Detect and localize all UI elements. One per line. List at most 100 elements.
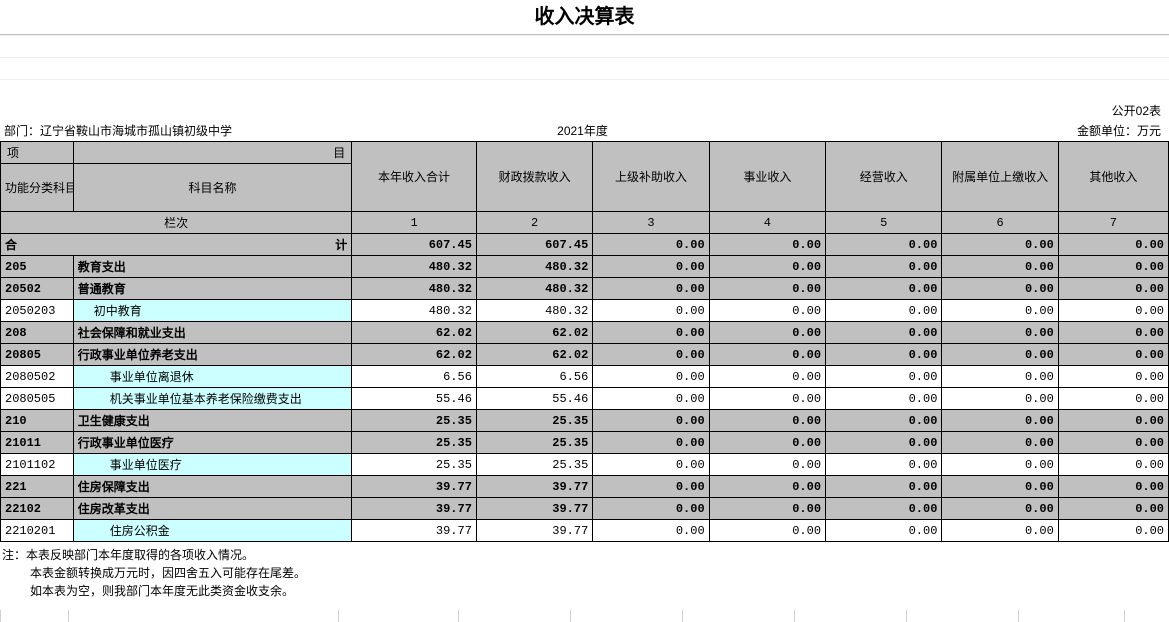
page-title: 收入决算表 <box>0 0 1169 35</box>
sum-label-2: 计 <box>73 234 351 256</box>
sum-v5: 0.00 <box>826 234 942 256</box>
table-row: 221住房保障支出39.7739.770.000.000.000.000.00 <box>1 476 1169 498</box>
sum-v3: 0.00 <box>593 234 709 256</box>
gridlines-stub <box>0 610 1169 622</box>
row-value: 0.00 <box>826 366 942 388</box>
row-code: 2080502 <box>1 366 74 388</box>
sum-v6: 0.00 <box>942 234 1058 256</box>
table-row: 208社会保障和就业支出62.0262.020.000.000.000.000.… <box>1 322 1169 344</box>
row-name: 住房公积金 <box>73 520 351 542</box>
lanci-2: 2 <box>476 212 592 234</box>
row-code: 210 <box>1 410 74 432</box>
table-row: 20805行政事业单位养老支出62.0262.020.000.000.000.0… <box>1 344 1169 366</box>
row-code: 208 <box>1 322 74 344</box>
row-value: 0.00 <box>709 432 825 454</box>
row-value: 0.00 <box>709 322 825 344</box>
table-row: 205教育支出480.32480.320.000.000.000.000.00 <box>1 256 1169 278</box>
row-value: 0.00 <box>942 520 1058 542</box>
row-value: 0.00 <box>593 454 709 476</box>
row-value: 0.00 <box>593 278 709 300</box>
row-value: 0.00 <box>1058 476 1168 498</box>
row-value: 0.00 <box>942 432 1058 454</box>
row-value: 0.00 <box>942 278 1058 300</box>
row-code: 20502 <box>1 278 74 300</box>
lanci-3: 3 <box>593 212 709 234</box>
hdr-code: 功能分类科目编码 <box>1 164 74 212</box>
row-name: 事业单位离退休 <box>73 366 351 388</box>
row-value: 0.00 <box>942 410 1058 432</box>
row-value: 0.00 <box>1058 388 1168 410</box>
row-code: 21011 <box>1 432 74 454</box>
row-value: 55.46 <box>476 388 592 410</box>
row-value: 0.00 <box>942 344 1058 366</box>
row-value: 0.00 <box>1058 410 1168 432</box>
spacer <box>0 79 1169 101</box>
row-value: 480.32 <box>352 278 477 300</box>
table-row: 22102住房改革支出39.7739.770.000.000.000.000.0… <box>1 498 1169 520</box>
row-value: 480.32 <box>352 256 477 278</box>
row-value: 0.00 <box>1058 278 1168 300</box>
spacer <box>0 57 1169 79</box>
row-value: 0.00 <box>1058 454 1168 476</box>
hdr-col-6: 附属单位上缴收入 <box>942 142 1058 212</box>
note-1: 注：本表反映部门本年度取得的各项收入情况。 <box>2 546 1167 564</box>
row-value: 55.46 <box>352 388 477 410</box>
hdr-col-3: 上级补助收入 <box>593 142 709 212</box>
hdr-col-2: 财政拨款收入 <box>476 142 592 212</box>
note-3: 如本表为空，则我部门本年度无此类资金收支余。 <box>2 582 1167 600</box>
row-value: 0.00 <box>1058 520 1168 542</box>
hdr-col-7: 其他收入 <box>1058 142 1168 212</box>
row-name: 行政事业单位养老支出 <box>73 344 351 366</box>
row-value: 0.00 <box>826 410 942 432</box>
row-value: 62.02 <box>476 344 592 366</box>
row-value: 39.77 <box>352 520 477 542</box>
row-value: 0.00 <box>826 520 942 542</box>
row-value: 0.00 <box>826 454 942 476</box>
row-value: 0.00 <box>1058 366 1168 388</box>
table-row: 2080502事业单位离退休6.566.560.000.000.000.000.… <box>1 366 1169 388</box>
row-value: 0.00 <box>709 410 825 432</box>
dept-name: 辽宁省鞍山市海城市孤山镇初级中学 <box>40 124 232 138</box>
row-value: 0.00 <box>593 300 709 322</box>
row-name: 社会保障和就业支出 <box>73 322 351 344</box>
row-value: 39.77 <box>476 476 592 498</box>
row-name: 初中教育 <box>73 300 351 322</box>
row-value: 0.00 <box>826 344 942 366</box>
row-value: 0.00 <box>826 256 942 278</box>
row-value: 0.00 <box>709 278 825 300</box>
row-value: 0.00 <box>1058 256 1168 278</box>
row-value: 0.00 <box>709 366 825 388</box>
row-value: 0.00 <box>942 366 1058 388</box>
row-value: 25.35 <box>352 432 477 454</box>
hdr-col-4: 事业收入 <box>709 142 825 212</box>
lanci-4: 4 <box>709 212 825 234</box>
row-name: 普通教育 <box>73 278 351 300</box>
table-row: 21011行政事业单位医疗25.3525.350.000.000.000.000… <box>1 432 1169 454</box>
notes: 注：本表反映部门本年度取得的各项收入情况。 本表金额转换成万元时，因四舍五入可能… <box>0 542 1169 610</box>
table-row: 2050203初中教育480.32480.320.000.000.000.000… <box>1 300 1169 322</box>
row-value: 0.00 <box>826 432 942 454</box>
row-value: 0.00 <box>709 388 825 410</box>
row-value: 62.02 <box>352 322 477 344</box>
row-name: 机关事业单位基本养老保险缴费支出 <box>73 388 351 410</box>
budget-table: 项 目 本年收入合计 财政拨款收入 上级补助收入 事业收入 经营收入 附属单位上… <box>0 141 1169 542</box>
row-value: 0.00 <box>942 322 1058 344</box>
table-row: 210卫生健康支出25.3525.350.000.000.000.000.00 <box>1 410 1169 432</box>
hdr-proj: 项 <box>1 142 74 164</box>
hdr-name: 科目名称 <box>73 164 351 212</box>
row-value: 0.00 <box>709 476 825 498</box>
row-code: 20805 <box>1 344 74 366</box>
table-row: 2210201住房公积金39.7739.770.000.000.000.000.… <box>1 520 1169 542</box>
row-value: 0.00 <box>593 520 709 542</box>
row-name: 住房改革支出 <box>73 498 351 520</box>
row-value: 0.00 <box>826 278 942 300</box>
row-value: 0.00 <box>826 388 942 410</box>
row-value: 0.00 <box>593 322 709 344</box>
row-value: 25.35 <box>352 454 477 476</box>
row-value: 0.00 <box>593 366 709 388</box>
row-value: 39.77 <box>352 498 477 520</box>
row-value: 25.35 <box>476 454 592 476</box>
row-value: 0.00 <box>942 300 1058 322</box>
row-value: 0.00 <box>1058 344 1168 366</box>
row-value: 6.56 <box>352 366 477 388</box>
